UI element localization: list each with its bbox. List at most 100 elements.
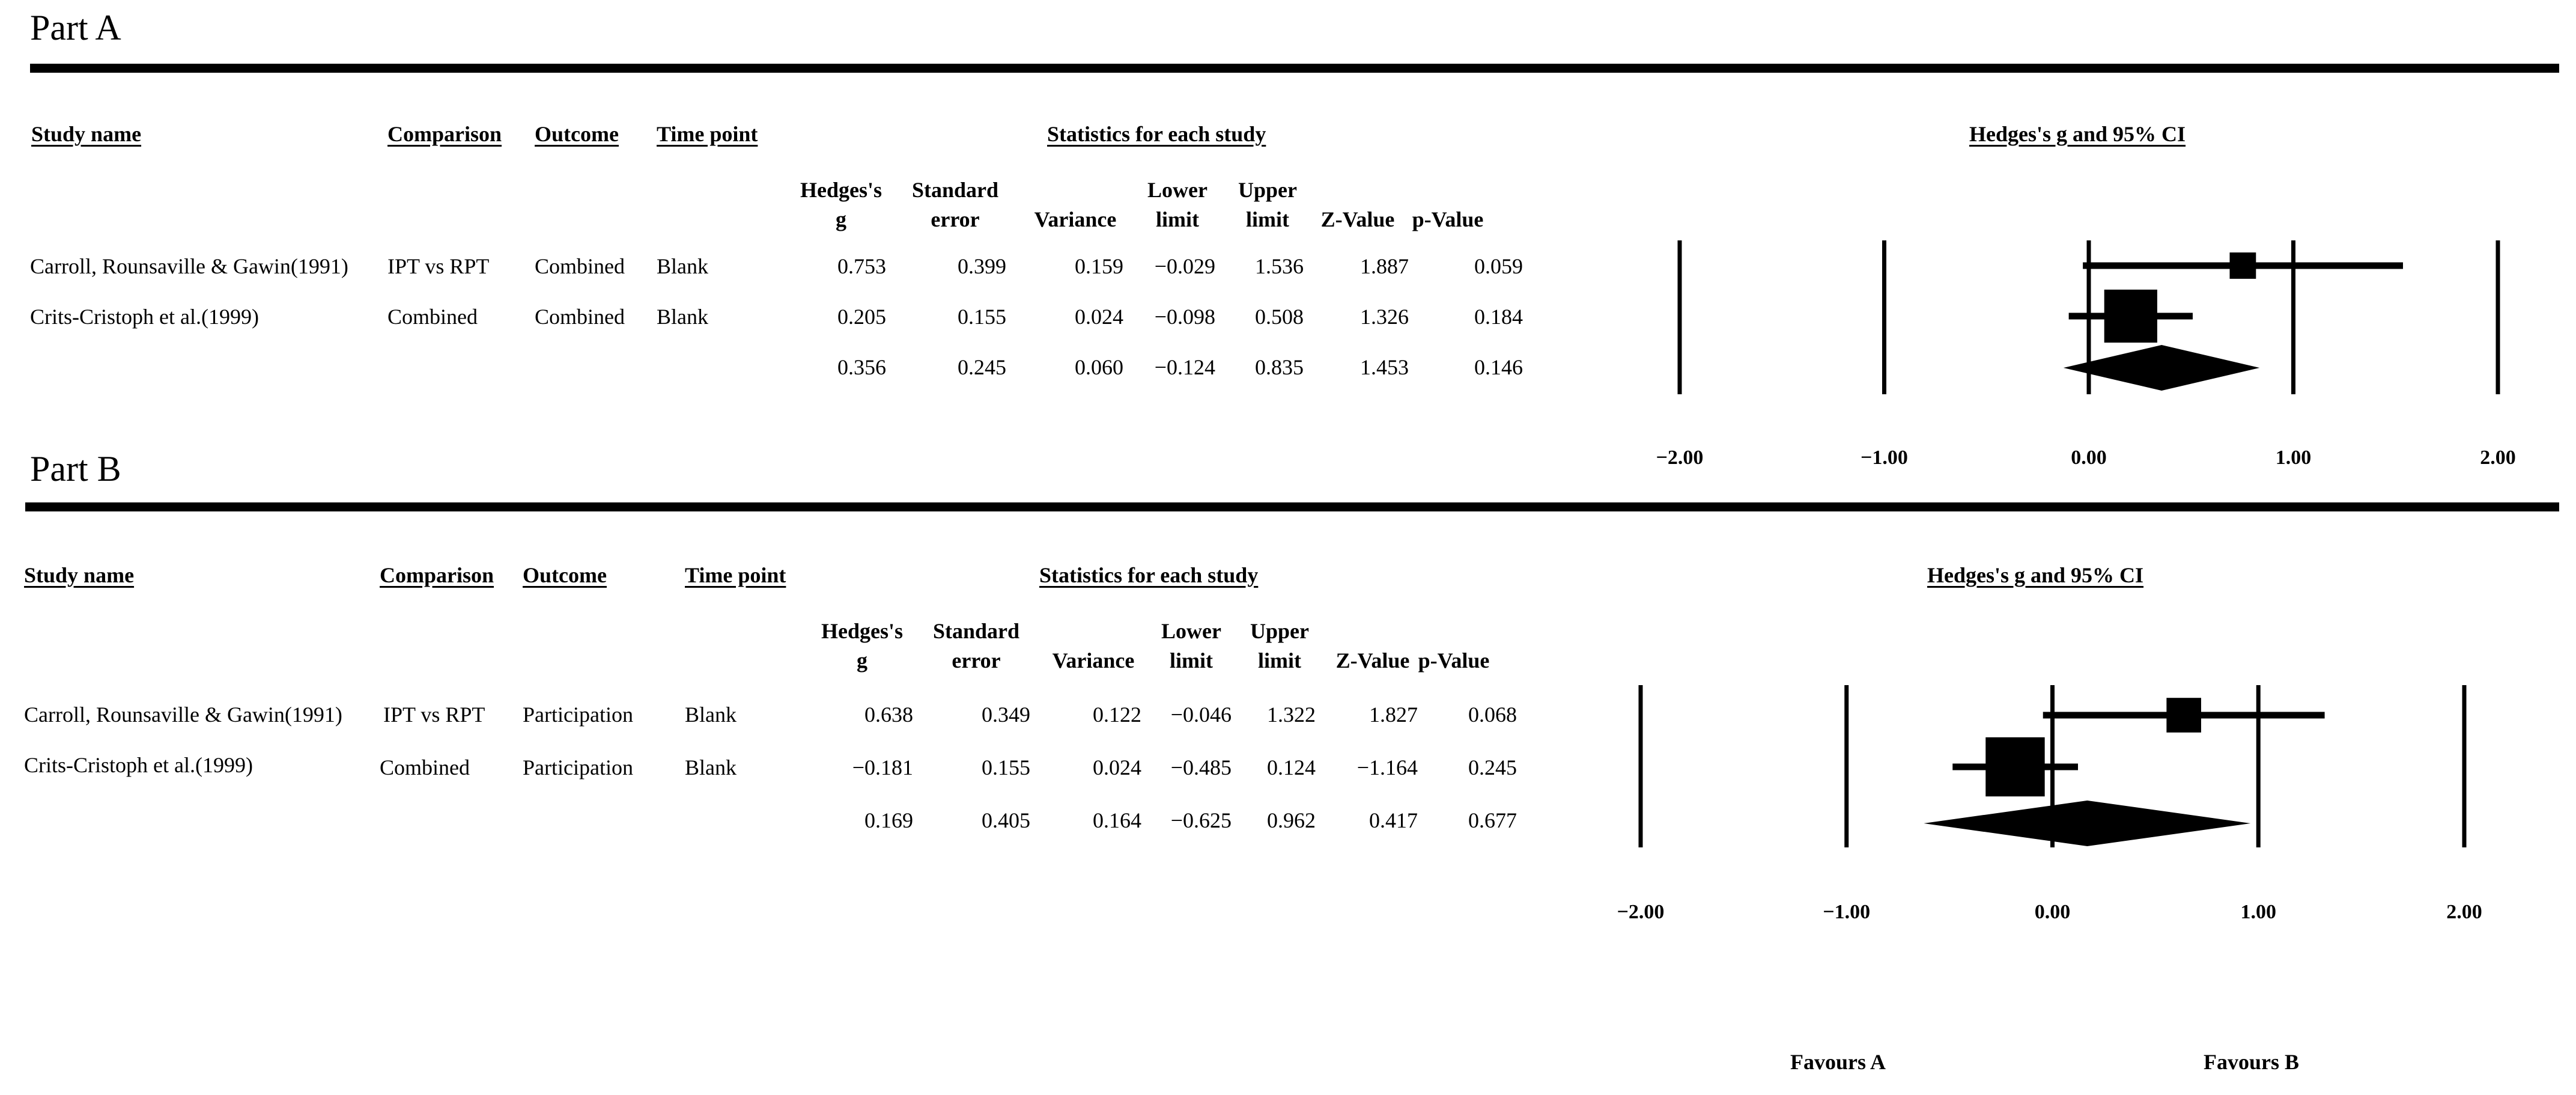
row-study-name: Crits-Cristoph et al.(1999)	[30, 305, 259, 329]
summary-upper-limit: 0.962	[1267, 808, 1316, 832]
effect-size-marker	[2104, 289, 2157, 343]
row-comparison: IPT vs RPT	[387, 254, 490, 278]
header-line: Standard	[932, 619, 1020, 643]
header-p-value: p-Value	[1394, 617, 1514, 675]
summary-p-value: 0.677	[1468, 808, 1517, 832]
row-upper-limit: 0.508	[1255, 305, 1304, 329]
row-hedges-g: 0.205	[837, 305, 886, 329]
favours-b-label: Favours B	[2204, 1050, 2300, 1074]
row-time-point: Blank	[657, 305, 708, 329]
header-z-value: Z-Value	[1298, 175, 1418, 234]
row-lower-limit: −0.098	[1154, 305, 1215, 329]
row-upper-limit: 1.322	[1267, 703, 1316, 727]
col-study-name: Study name	[24, 563, 135, 587]
summary-hedges-g: 0.169	[864, 808, 913, 832]
row-time-point: Blank	[657, 254, 708, 278]
row-upper-limit: 0.124	[1267, 755, 1316, 779]
summary-lower-limit: −0.124	[1154, 355, 1215, 379]
header-upper-limit: Upper limit	[1220, 617, 1340, 675]
summary-standard-error: 0.245	[958, 355, 1006, 379]
favours-a-label: Favours A	[1790, 1050, 1886, 1074]
row-time-point: Blank	[685, 755, 737, 779]
row-hedges-g: 0.638	[864, 703, 913, 727]
summary-z-value: 1.453	[1360, 355, 1409, 379]
row-outcome: Combined	[535, 305, 625, 329]
col-plot-title: Hedges's g and 95% CI	[1969, 122, 2186, 146]
x-tick-label: 0.00	[2035, 901, 2071, 923]
forest-plot-a: −2.00 −1.00 0.00 1.00 2.00	[1656, 240, 2516, 469]
header-line: limit	[1170, 648, 1213, 673]
row-z-value: 1.326	[1360, 305, 1409, 329]
row-hedges-g: 0.753	[837, 254, 886, 278]
summary-variance: 0.060	[1075, 355, 1123, 379]
summary-p-value: 0.146	[1474, 355, 1523, 379]
row-variance: 0.159	[1075, 254, 1123, 278]
row-upper-limit: 1.536	[1255, 254, 1304, 278]
row-study-name: Carroll, Rounsaville & Gawin(1991)	[30, 254, 348, 278]
header-line: p-Value	[1412, 207, 1484, 231]
x-tick-label: −2.00	[1656, 447, 1704, 469]
row-z-value: 1.827	[1369, 703, 1418, 727]
x-tick-label: 2.00	[2480, 447, 2516, 469]
col-outcome: Outcome	[523, 563, 607, 587]
summary-z-value: 0.417	[1369, 808, 1418, 832]
row-study-name: Crits-Cristoph et al.(1999)	[24, 753, 253, 777]
summary-upper-limit: 0.835	[1255, 355, 1304, 379]
effect-size-marker	[2166, 698, 2201, 733]
col-outcome: Outcome	[535, 122, 619, 146]
row-study-name: Carroll, Rounsaville & Gawin(1991)	[24, 703, 342, 727]
row-p-value: 0.184	[1474, 305, 1523, 329]
summary-diamond	[1924, 801, 2251, 846]
effect-size-marker	[2229, 252, 2256, 279]
row-standard-error: 0.399	[958, 254, 1006, 278]
header-line: Upper	[1250, 619, 1309, 643]
header-line: error	[931, 207, 980, 231]
row-variance: 0.122	[1093, 703, 1141, 727]
header-line: limit	[1156, 207, 1199, 231]
part-a-title: Part A	[30, 8, 121, 47]
row-comparison: Combined	[380, 755, 470, 779]
col-comparison: Comparison	[380, 563, 494, 587]
x-tick-label: −2.00	[1617, 901, 1665, 923]
col-statistics: Statistics for each study	[1039, 563, 1259, 587]
x-tick-label: −1.00	[1823, 901, 1870, 923]
header-standard-error: Standard error	[916, 617, 1036, 675]
header-line: g	[836, 207, 846, 231]
col-time-point: Time point	[657, 122, 758, 146]
header-line: limit	[1258, 648, 1301, 673]
header-lower-limit: Lower limit	[1131, 617, 1251, 675]
row-z-value: 1.887	[1360, 254, 1409, 278]
row-standard-error: 0.349	[982, 703, 1030, 727]
row-comparison: Combined	[387, 305, 478, 329]
header-line: Lower	[1161, 619, 1221, 643]
forest-plot-b: −2.00 −1.00 0.00 1.00 2.00	[1617, 685, 2482, 923]
header-lower-limit: Lower limit	[1117, 175, 1238, 234]
row-lower-limit: −0.029	[1154, 254, 1215, 278]
row-hedges-g: −0.181	[852, 755, 913, 779]
effect-size-marker	[1985, 737, 2045, 797]
row-z-value: −1.164	[1356, 755, 1418, 779]
part-b-title: Part B	[30, 449, 121, 489]
row-variance: 0.024	[1093, 755, 1141, 779]
header-line: Z-Value	[1335, 648, 1410, 673]
header-line: Lower	[1147, 178, 1208, 202]
col-plot-title: Hedges's g and 95% CI	[1927, 563, 2144, 587]
part-b-rule	[25, 502, 2559, 511]
header-variance: Variance	[1015, 175, 1135, 234]
row-outcome: Combined	[535, 254, 625, 278]
summary-hedges-g: 0.356	[837, 355, 886, 379]
header-hedges-g: Hedges's g	[781, 175, 901, 234]
x-tick-label: −1.00	[1861, 447, 1908, 469]
header-p-value: p-Value	[1388, 175, 1508, 234]
row-lower-limit: −0.485	[1170, 755, 1232, 779]
row-outcome: Participation	[523, 755, 633, 779]
x-tick-label: 1.00	[2241, 901, 2277, 923]
row-lower-limit: −0.046	[1170, 703, 1232, 727]
part-a-rule	[30, 64, 2559, 73]
header-line: error	[952, 648, 1001, 673]
header-line: limit	[1246, 207, 1289, 231]
header-line: Z-Value	[1320, 207, 1395, 231]
row-outcome: Participation	[523, 703, 633, 727]
header-line: Hedges's	[821, 619, 903, 643]
header-line: Hedges's	[800, 178, 882, 202]
